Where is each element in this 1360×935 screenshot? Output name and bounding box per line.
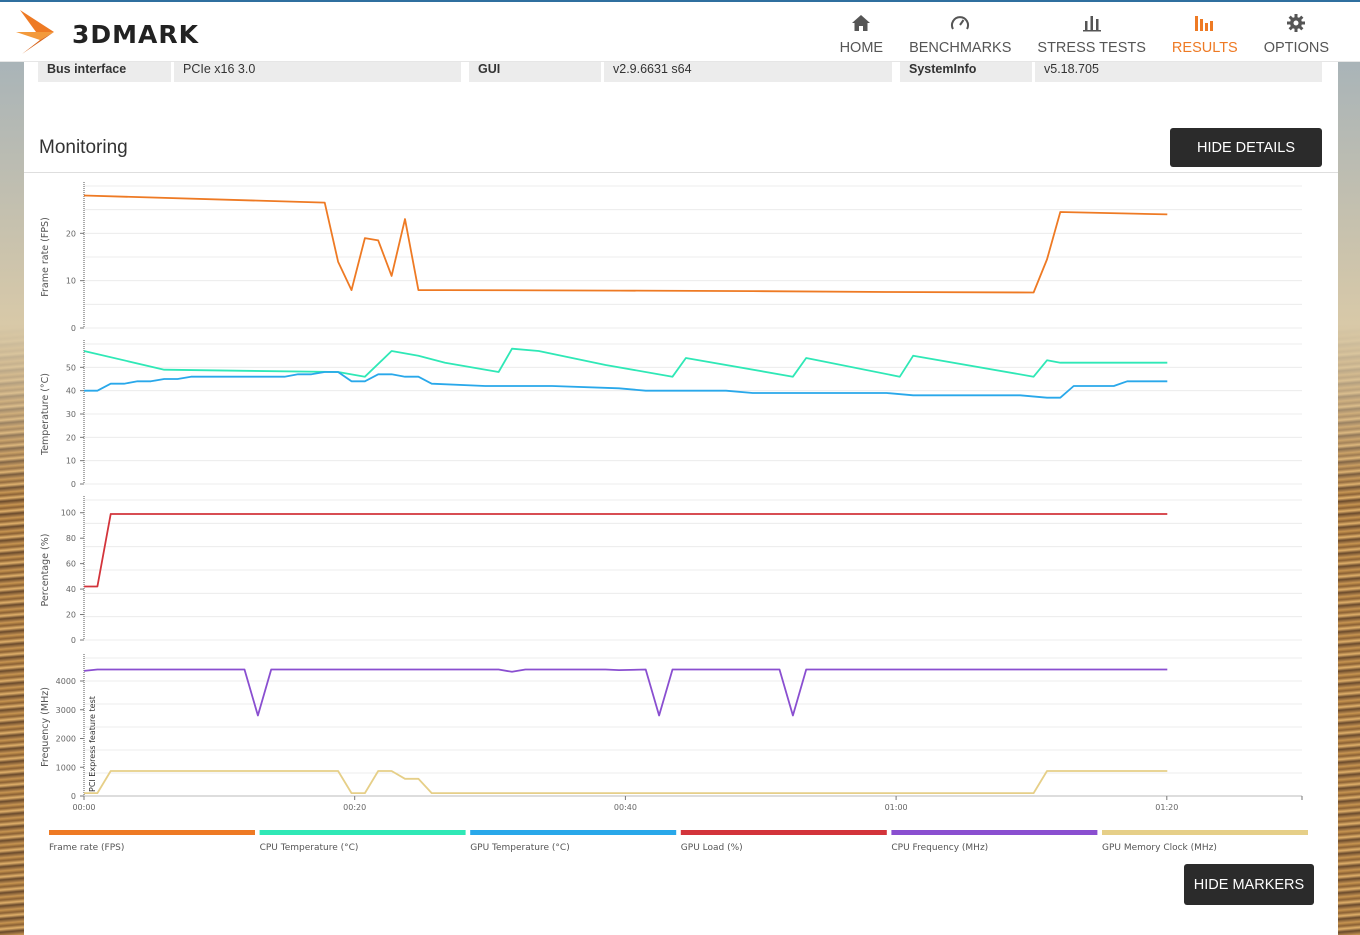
y-tick-label: 20 — [66, 611, 76, 620]
monitoring-chart: 0 10 20 Frame rate (FPS) 0 10 20 30 40 50 Temperat… — [40, 182, 1308, 853]
y-tick-label: 0 — [71, 324, 76, 333]
x-tick-label: 00:40 — [614, 803, 637, 812]
y-axis-title: Frequency (MHz) — [40, 687, 51, 767]
gui-label: GUI — [469, 62, 601, 82]
nav-results[interactable]: RESULTS — [1159, 2, 1251, 62]
y-tick-label: 30 — [66, 410, 76, 419]
top-bar: 3DMARK HOME BENCHMARKS STRESS TESTS RESU… — [0, 2, 1360, 62]
y-tick-label: 0 — [71, 480, 76, 489]
section-divider — [24, 172, 1338, 173]
legend-swatch — [259, 830, 466, 835]
monitoring-title: Monitoring — [39, 137, 128, 158]
y-tick-label: 10 — [66, 277, 76, 286]
legend-label: CPU Temperature (°C) — [260, 843, 359, 853]
legend-swatch — [680, 830, 887, 835]
legend-swatch — [891, 830, 1098, 835]
series-line — [84, 513, 1168, 588]
x-tick-label: 00:20 — [343, 803, 366, 812]
results-icon — [1194, 12, 1216, 34]
bus-interface-value: PCIe x16 3.0 — [174, 62, 461, 82]
y-tick-label: 50 — [66, 363, 76, 372]
y-axis-title: Percentage (%) — [40, 534, 51, 607]
app-logo[interactable]: 3DMARK — [14, 8, 224, 56]
y-tick-label: 20 — [66, 433, 76, 442]
y-tick-label: 1000 — [56, 763, 76, 772]
y-tick-label: 4000 — [56, 677, 76, 686]
y-tick-label: 10 — [66, 457, 76, 466]
legend-label: GPU Temperature (°C) — [470, 843, 570, 853]
series-line — [83, 194, 1168, 294]
y-tick-label: 2000 — [56, 735, 76, 744]
y-tick-label: 60 — [66, 560, 76, 569]
legend-label: GPU Load (%) — [681, 843, 743, 853]
system-info-row: Bus interface PCIe x16 3.0 GUI v2.9.6631… — [38, 62, 1322, 82]
nav-options-label: OPTIONS — [1263, 40, 1329, 56]
y-tick-label: 3000 — [56, 706, 76, 715]
legend-swatch — [1102, 830, 1308, 835]
nav-results-label: RESULTS — [1171, 40, 1238, 56]
series-line — [83, 668, 1168, 717]
main-nav: HOME BENCHMARKS STRESS TESTS RESULTS OPT… — [827, 2, 1342, 62]
nav-stress-tests[interactable]: STRESS TESTS — [1024, 2, 1159, 62]
y-tick-label: 0 — [71, 792, 76, 801]
nav-home[interactable]: HOME — [827, 2, 897, 62]
window-top-border — [0, 0, 1360, 2]
x-tick-label: 01:00 — [885, 803, 908, 812]
x-tick-label: 01:20 — [1155, 803, 1178, 812]
systeminfo-value: v5.18.705 — [1035, 62, 1322, 82]
legend-swatch — [470, 830, 677, 835]
y-tick-label: 0 — [71, 636, 76, 645]
systeminfo-label: SystemInfo — [900, 62, 1032, 82]
x-tick-label: 00:00 — [72, 803, 95, 812]
y-tick-label: 100 — [61, 509, 76, 518]
gui-value: v2.9.6631 s64 — [604, 62, 892, 82]
y-axis-title: Temperature (°C) — [40, 373, 51, 456]
legend-label: CPU Frequency (MHz) — [891, 843, 988, 853]
results-content: Bus interface PCIe x16 3.0 GUI v2.9.6631… — [24, 62, 1338, 935]
series-line — [83, 347, 1168, 378]
gear-icon — [1285, 12, 1307, 34]
nav-benchmarks-label: BENCHMARKS — [909, 40, 1012, 56]
hide-markers-button[interactable]: HIDE MARKERS — [1184, 864, 1314, 905]
series-line — [84, 770, 1168, 794]
y-tick-label: 20 — [66, 229, 76, 238]
legend-label: Frame rate (FPS) — [49, 843, 124, 853]
y-tick-label: 80 — [66, 534, 76, 543]
logo-icon — [16, 10, 54, 54]
background-image-left — [0, 62, 24, 935]
home-icon — [850, 12, 872, 34]
bar-chart-icon — [1081, 12, 1103, 34]
series-line — [84, 371, 1168, 399]
hide-details-button[interactable]: HIDE DETAILS — [1170, 128, 1322, 167]
legend-swatch — [49, 830, 255, 835]
y-tick-label: 40 — [66, 585, 76, 594]
legend-label: GPU Memory Clock (MHz) — [1102, 843, 1217, 853]
gauge-icon — [949, 12, 971, 34]
nav-options[interactable]: OPTIONS — [1251, 2, 1342, 62]
y-axis-title: Frame rate (FPS) — [40, 217, 51, 297]
app-brand: 3DMARK — [72, 20, 199, 49]
nav-home-label: HOME — [839, 40, 884, 56]
nav-stress-tests-label: STRESS TESTS — [1037, 40, 1146, 56]
background-image-right — [1338, 62, 1360, 935]
y-tick-label: 40 — [66, 387, 76, 396]
marker-label: PCI Express feature test — [88, 696, 97, 792]
bus-interface-label: Bus interface — [38, 62, 171, 82]
nav-benchmarks[interactable]: BENCHMARKS — [896, 2, 1024, 62]
